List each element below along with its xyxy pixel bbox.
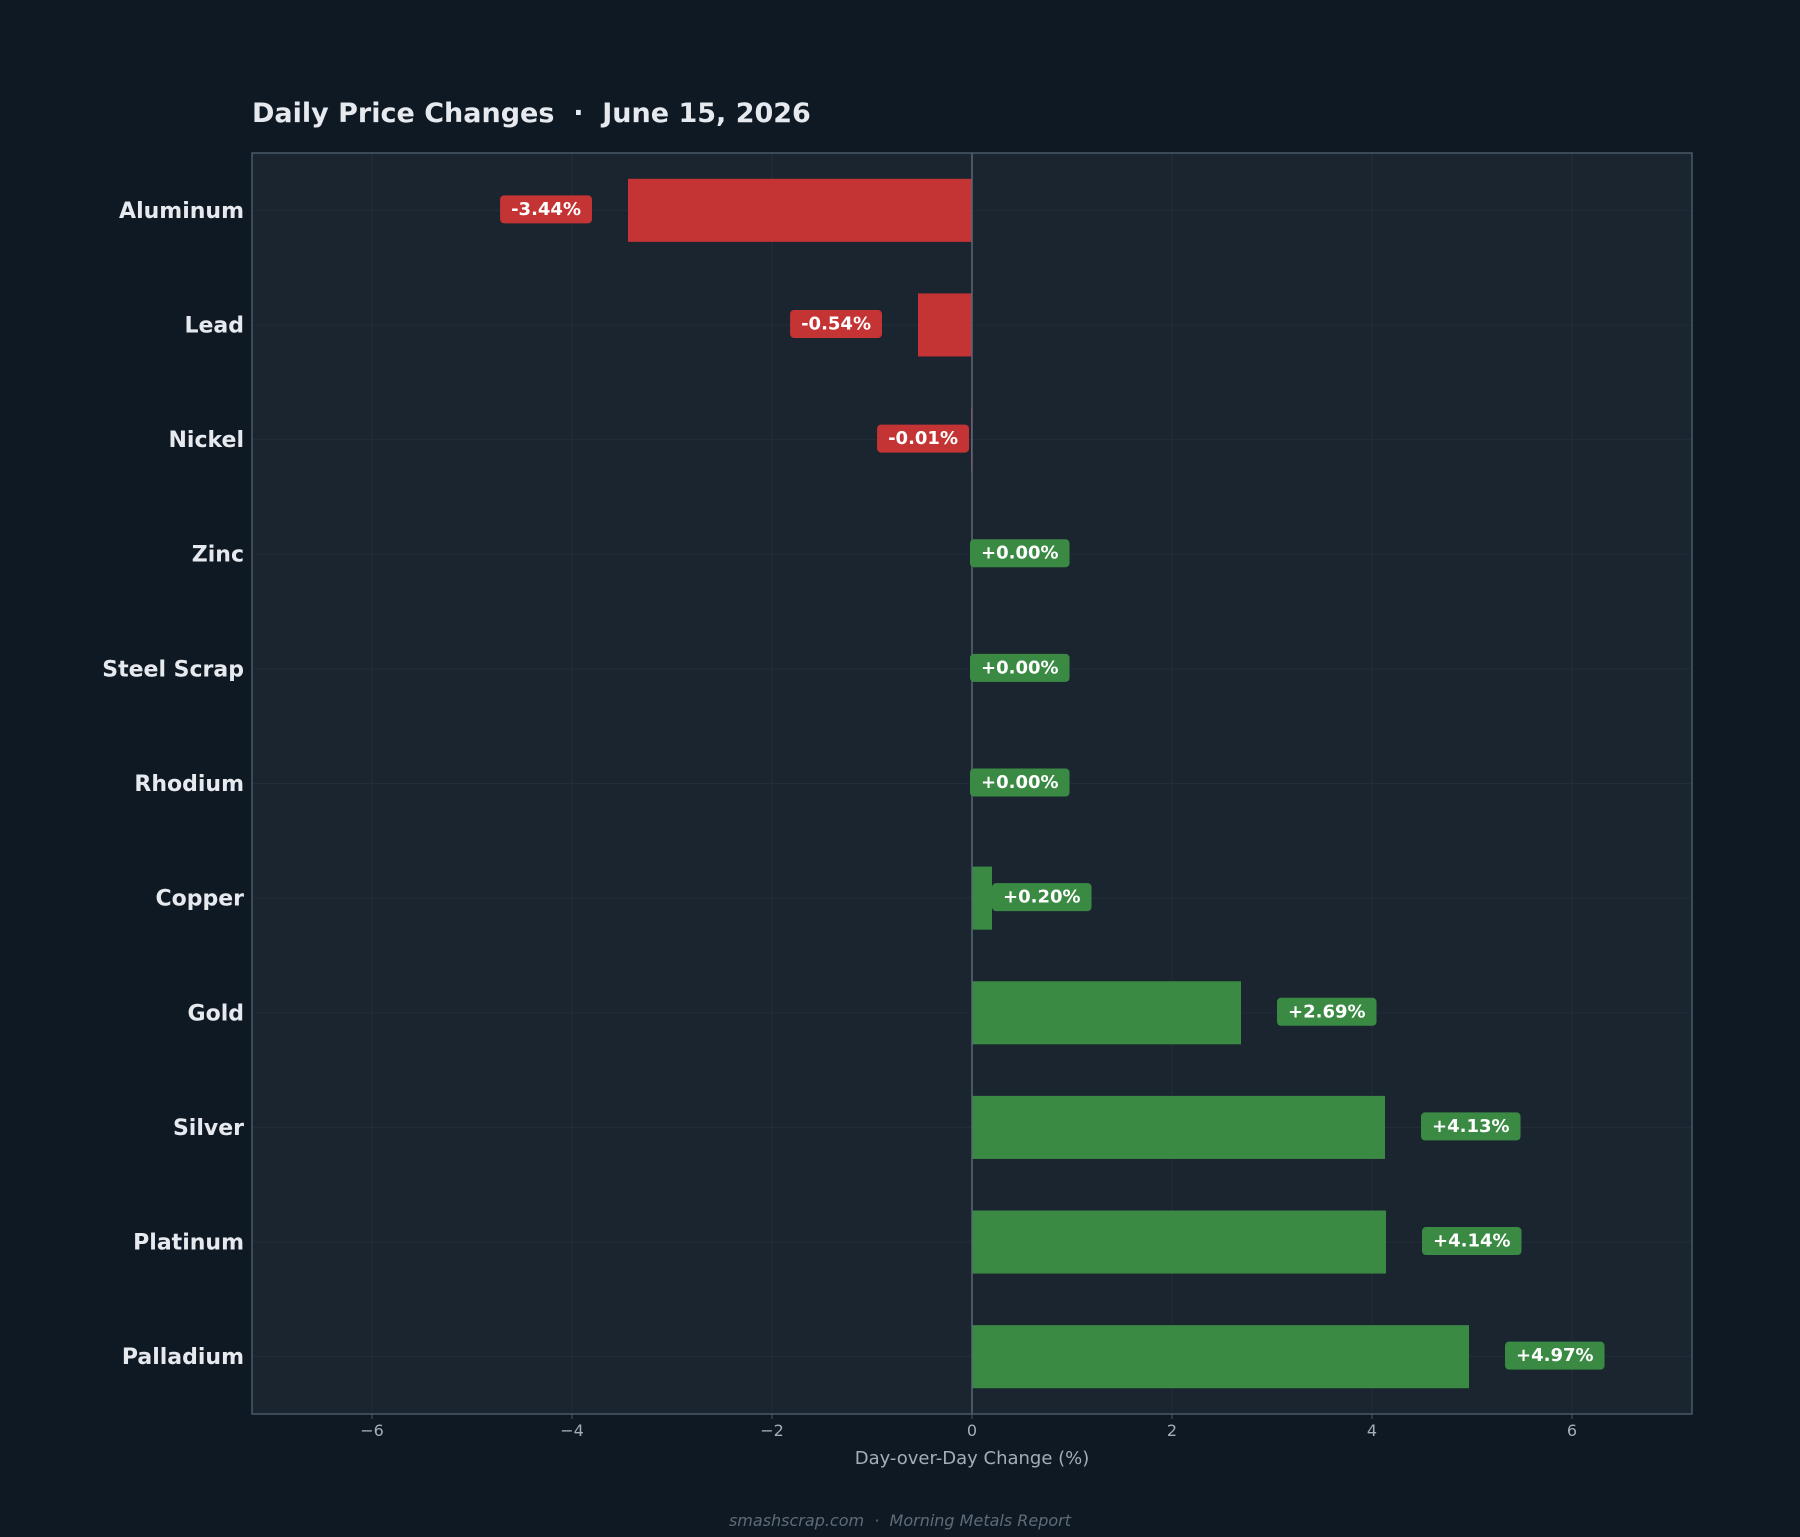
value-label-box xyxy=(970,653,1070,682)
value-label: +2.69% xyxy=(1277,997,1377,1026)
footer-text: smashscrap.com · Morning Metals Report xyxy=(729,1511,1072,1530)
chart-title: Daily Price Changes · June 15, 2026 xyxy=(252,98,811,129)
category-label: Rhodium xyxy=(134,772,244,797)
bar xyxy=(972,1210,1386,1274)
x-tick-label: 4 xyxy=(1367,1421,1377,1440)
x-tick-label: 2 xyxy=(1167,1421,1177,1440)
category-label: Copper xyxy=(155,887,244,912)
value-label: -0.54% xyxy=(790,309,882,338)
category-label: Steel Scrap xyxy=(102,657,244,682)
value-label-box xyxy=(970,539,1070,568)
value-label-text: +4.14% xyxy=(1433,1231,1511,1252)
value-label-text: +0.20% xyxy=(1003,887,1081,908)
value-label-text: -3.44% xyxy=(511,199,581,220)
value-label-box xyxy=(1505,1341,1605,1370)
bars xyxy=(628,178,1469,1389)
category-label: Gold xyxy=(188,1001,244,1026)
bar xyxy=(972,1095,1385,1159)
value-label-box xyxy=(1277,997,1377,1026)
category-label: Silver xyxy=(173,1116,244,1141)
value-label-text: +4.97% xyxy=(1516,1345,1594,1366)
x-tick-label: −6 xyxy=(360,1421,384,1440)
category-labels: Aluminum Lead Nickel Zinc Steel Scrap Rhodium… xyxy=(102,199,244,1370)
category-label: Zinc xyxy=(192,543,244,568)
x-tick-labels: −6 −4 −2 0 2 4 6 xyxy=(360,1414,1577,1440)
value-label-text: +2.69% xyxy=(1288,1001,1366,1022)
x-tick-label: −2 xyxy=(760,1421,784,1440)
value-label-text: -0.01% xyxy=(888,428,958,449)
value-labels: -3.44% -0.54% -0.01% +0.00% +0.00% +0.00% +0.2… xyxy=(500,195,1605,1370)
value-label: +4.13% xyxy=(1421,1112,1521,1141)
value-label: +0.00% xyxy=(970,539,1070,568)
value-label-box xyxy=(790,309,882,338)
value-label-text: +0.00% xyxy=(981,772,1059,793)
value-label: -0.01% xyxy=(877,424,969,453)
value-label-text: +0.00% xyxy=(981,543,1059,564)
x-axis-title: Day-over-Day Change (%) xyxy=(855,1448,1090,1469)
value-label: +0.00% xyxy=(970,768,1070,797)
value-label-box xyxy=(970,768,1070,797)
bar xyxy=(628,178,972,242)
value-label: +0.00% xyxy=(970,653,1070,682)
x-tick-label: 0 xyxy=(967,1421,977,1440)
bar xyxy=(972,981,1241,1045)
x-tick-label: 6 xyxy=(1567,1421,1577,1440)
value-label-box xyxy=(992,883,1092,912)
value-label-box xyxy=(877,424,969,453)
bar xyxy=(972,866,992,930)
x-tick-label: −4 xyxy=(560,1421,584,1440)
value-label-text: +4.13% xyxy=(1432,1116,1510,1137)
bar xyxy=(918,293,972,357)
value-label-text: +0.00% xyxy=(981,657,1059,678)
value-label: +4.97% xyxy=(1505,1341,1605,1370)
value-label: +4.14% xyxy=(1422,1227,1522,1256)
value-label-box xyxy=(1421,1112,1521,1141)
category-label: Aluminum xyxy=(119,199,244,224)
bar xyxy=(972,1325,1469,1389)
category-label: Palladium xyxy=(122,1345,244,1370)
value-label: +0.20% xyxy=(992,883,1092,912)
category-label: Lead xyxy=(184,313,244,338)
value-label-box xyxy=(500,195,592,224)
value-label-text: -0.54% xyxy=(801,313,871,334)
category-label: Platinum xyxy=(133,1231,244,1256)
value-label: -3.44% xyxy=(500,195,592,224)
category-label: Nickel xyxy=(169,428,245,453)
value-label-box xyxy=(1422,1227,1522,1256)
